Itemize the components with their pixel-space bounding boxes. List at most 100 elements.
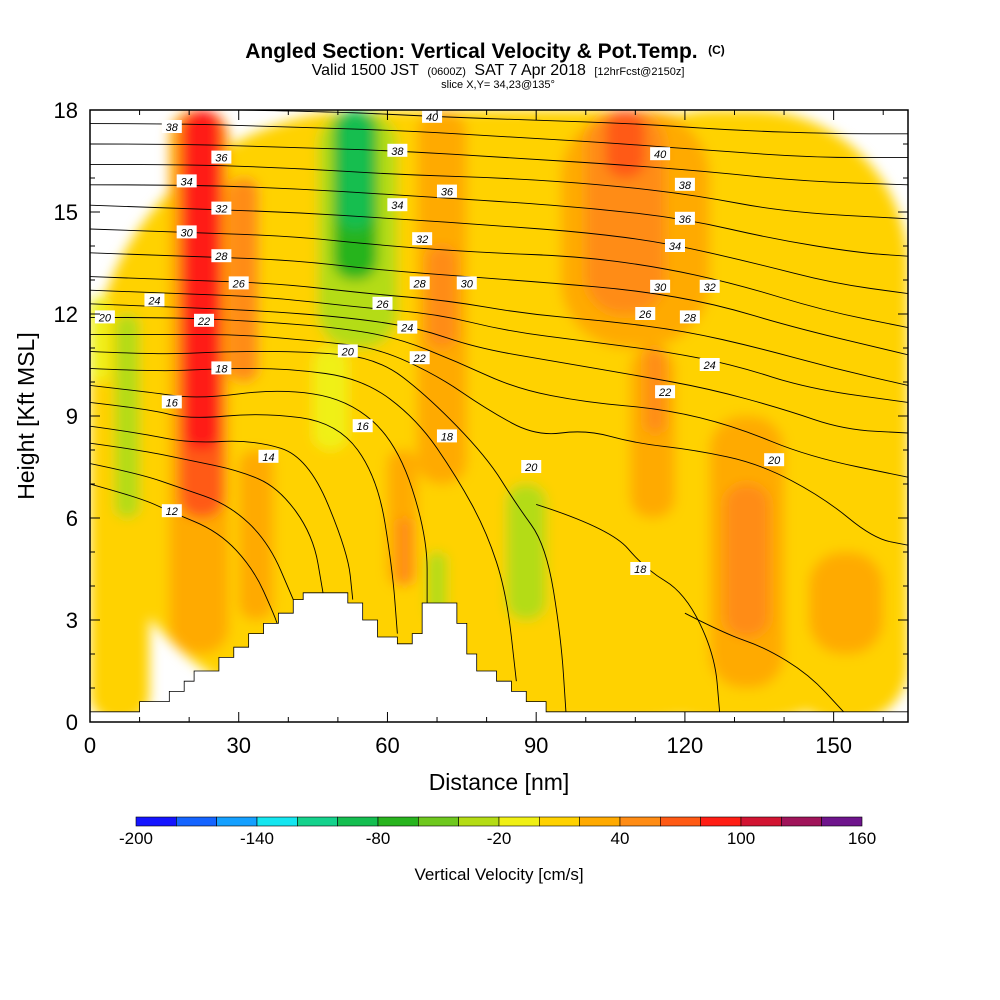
- contour-label-33: 28: [679, 310, 700, 324]
- contour-label-text: 38: [391, 146, 404, 158]
- vertical-velocity-field: [90, 110, 908, 722]
- contour-label-2: 34: [176, 174, 197, 188]
- theta-contour-18-6: [90, 367, 517, 682]
- velocity-cell-16: [427, 246, 457, 348]
- contour-label-21: 26: [372, 296, 393, 311]
- plot-area: 38 36 34 32 30 28 26 24 22 20 18 16 14 12 40 38 36 34 32 30…: [90, 110, 908, 722]
- theta-contour-20-9: [90, 333, 908, 546]
- colorbar-tick-label: -140: [240, 829, 274, 848]
- contour-label-bg: [211, 361, 232, 375]
- contour-label-bg: [161, 395, 182, 409]
- contour-label-text: 30: [654, 282, 667, 294]
- contour-label-bg: [144, 293, 165, 307]
- theta-contour-30-17: [90, 204, 908, 295]
- subtitle-utc: (0600Z): [427, 66, 466, 78]
- theta-contour-22-12: [90, 303, 908, 434]
- colorbar: -200 -140 -80 -20 40 100 160: [119, 816, 876, 848]
- y-tick-label: 3: [66, 608, 78, 633]
- contour-label-text: 38: [166, 122, 179, 134]
- contour-label-30: 34: [664, 239, 685, 253]
- contour-label-text: 14: [262, 452, 274, 464]
- potential-temperature-contours: [90, 110, 908, 713]
- velocity-cell-13: [337, 110, 373, 229]
- contour-label-text: 16: [166, 397, 179, 409]
- contour-label-39: 18: [630, 562, 651, 576]
- colorbar-swatch: [740, 816, 782, 827]
- theta-contour-13-1: [90, 463, 294, 600]
- contour-label-11: 16: [161, 395, 182, 409]
- contour-label-bg: [456, 276, 477, 290]
- contour-label-text: 36: [441, 187, 454, 199]
- contour-label-bg: [387, 198, 408, 212]
- contour-label-24: 20: [337, 344, 358, 358]
- contour-label-13: 12: [161, 504, 182, 518]
- theta-contour-21-11: [90, 316, 908, 478]
- contour-label-19: 30: [456, 276, 477, 290]
- velocity-cell-27: [724, 484, 770, 637]
- contour-label-bg: [521, 460, 542, 473]
- contour-label-bg: [337, 344, 358, 358]
- velocity-cell-29: [808, 552, 884, 654]
- contour-label-text: 32: [704, 282, 716, 294]
- y-tick-label: 6: [66, 506, 78, 531]
- theta-contour-26-15: [90, 252, 908, 356]
- subtitle-valid: Valid 1500 JST: [312, 62, 420, 79]
- contour-label-text: 34: [391, 200, 403, 212]
- velocity-cell-30: [90, 620, 130, 716]
- contour-label-bg: [436, 429, 457, 443]
- contour-label-38: 20: [764, 453, 785, 467]
- colorbar-swatch: [700, 816, 742, 827]
- contour-label-text: 18: [215, 363, 228, 375]
- colorbar-tick-label: -200: [119, 829, 153, 848]
- contour-label-text: 18: [634, 564, 647, 576]
- y-axis-label: Height [Kft MSL]: [13, 332, 39, 499]
- theta-contour-14-2: [90, 442, 324, 593]
- contour-label-12: 14: [258, 449, 279, 464]
- contour-label-16: 36: [436, 184, 457, 199]
- contour-label-bg: [412, 232, 433, 246]
- contour-label-bg: [664, 239, 685, 252]
- contour-label-bg: [228, 276, 249, 290]
- colorbar-swatch: [216, 816, 258, 827]
- colorbar-swatch: [458, 816, 500, 827]
- velocity-cell-18: [397, 518, 413, 586]
- contour-label-bg: [409, 276, 430, 290]
- velocity-cell-20: [506, 484, 547, 620]
- contour-label-text: 26: [232, 278, 246, 290]
- chart-subtitle: Valid 1500 JST (0600Z) SAT 7 Apr 2018 [1…: [312, 62, 685, 79]
- contour-label-bg: [387, 143, 408, 157]
- contour-label-36: 22: [655, 385, 676, 399]
- contour-label-20: 28: [409, 276, 430, 290]
- contour-label-bg: [699, 279, 720, 293]
- contour-label-9: 20: [94, 310, 115, 324]
- colorbar-swatch: [377, 816, 419, 827]
- colorbar-swatch: [619, 816, 661, 827]
- velocity-cell-10: [114, 314, 140, 518]
- subtitle-forecast: [12hrFcst@2150z]: [594, 66, 684, 78]
- contour-label-text: 38: [679, 180, 692, 192]
- contour-label-22: 24: [397, 320, 418, 335]
- contour-label-bg: [436, 184, 457, 198]
- contour-label-26: 16: [352, 419, 373, 433]
- contour-label-bg: [211, 150, 232, 164]
- slice-label: slice X,Y= 34,23@135°: [441, 79, 555, 91]
- contour-label-text: 36: [679, 214, 692, 226]
- theta-contour-20-10: [684, 612, 844, 713]
- contour-label-text: 36: [215, 153, 228, 165]
- velocity-cell-28: [238, 450, 274, 620]
- contour-label-text: 32: [215, 204, 227, 216]
- contour-label-1: 36: [211, 150, 232, 165]
- contour-label-text: 28: [413, 278, 427, 290]
- contour-label-text: 28: [683, 312, 697, 324]
- x-tick-label: 60: [375, 733, 399, 758]
- theta-contour-40-22: [238, 110, 908, 135]
- x-tick-label: 90: [524, 733, 548, 758]
- colorbar-swatch: [498, 816, 540, 827]
- x-axis-label: Distance [nm]: [429, 769, 570, 795]
- contour-label-37: 20: [521, 460, 542, 474]
- y-tick-label: 18: [54, 98, 78, 123]
- contour-label-34: 26: [635, 307, 656, 321]
- colorbar-swatch: [821, 816, 863, 827]
- contour-label-bg: [211, 201, 232, 215]
- colorbar-swatch: [337, 816, 379, 827]
